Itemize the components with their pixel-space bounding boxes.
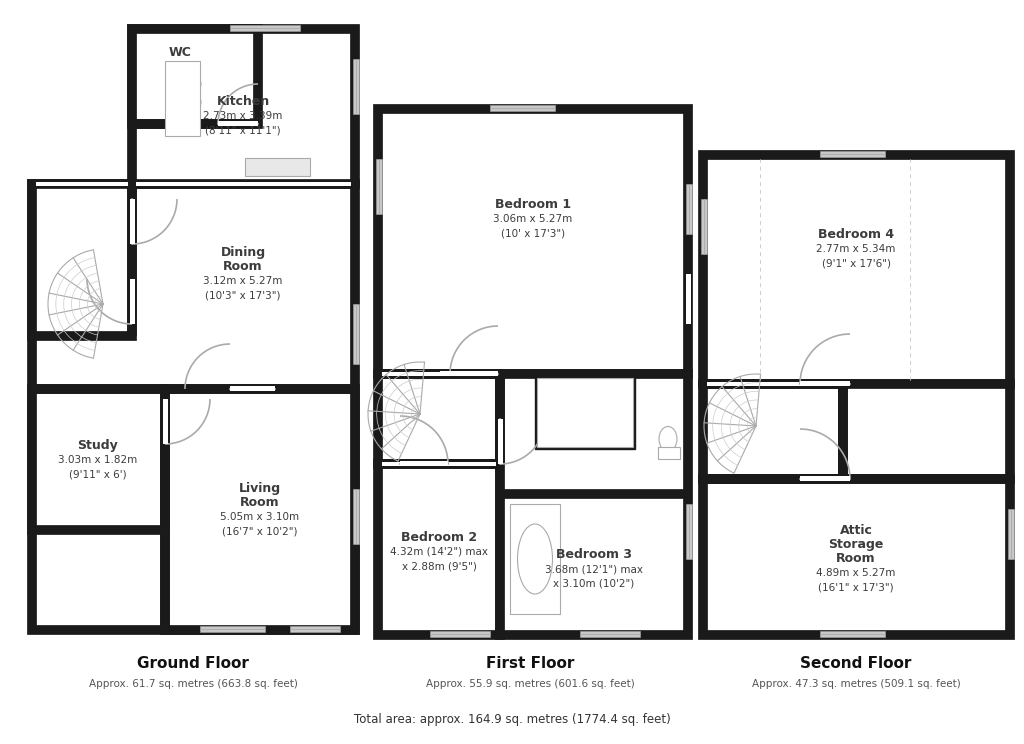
Bar	[820, 631, 885, 637]
Bar	[1008, 509, 1014, 559]
Text: Room: Room	[241, 496, 280, 510]
Text: 2.77m x 5.34m: 2.77m x 5.34m	[816, 244, 896, 254]
Text: 5.05m x 3.10m: 5.05m x 3.10m	[220, 512, 300, 522]
Bar	[36, 182, 128, 186]
Bar	[230, 25, 300, 31]
Bar	[218, 121, 258, 126]
Bar	[800, 381, 850, 386]
Bar	[353, 489, 359, 544]
Polygon shape	[32, 184, 132, 336]
Text: (8'11" x 11'1"): (8'11" x 11'1")	[205, 126, 281, 135]
Text: Approx. 61.7 sq. metres (663.8 sq. feet): Approx. 61.7 sq. metres (663.8 sq. feet)	[88, 679, 297, 689]
Text: 2.73m x 3.39m: 2.73m x 3.39m	[204, 111, 283, 121]
Bar	[130, 279, 135, 324]
Polygon shape	[535, 376, 635, 449]
Bar	[353, 304, 359, 364]
Polygon shape	[165, 389, 355, 630]
Bar	[130, 199, 135, 244]
Polygon shape	[378, 464, 500, 635]
Text: x 3.10m (10'2"): x 3.10m (10'2")	[553, 578, 635, 589]
Bar	[230, 386, 275, 391]
Bar	[490, 105, 555, 111]
Text: x 2.88m (9'5"): x 2.88m (9'5")	[401, 562, 476, 571]
Polygon shape	[378, 109, 688, 374]
Text: Kitchen: Kitchen	[216, 95, 269, 108]
Bar	[686, 184, 692, 234]
Text: Approx. 55.9 sq. metres (601.6 sq. feet): Approx. 55.9 sq. metres (601.6 sq. feet)	[426, 679, 635, 689]
Bar	[163, 399, 168, 444]
Bar	[430, 631, 490, 637]
Bar	[510, 504, 560, 614]
Text: 3.12m x 5.27m: 3.12m x 5.27m	[204, 276, 283, 286]
Ellipse shape	[659, 426, 677, 452]
Text: Living: Living	[239, 482, 281, 495]
Text: Bedroom 2: Bedroom 2	[401, 531, 477, 544]
Text: (16'7" x 10'2"): (16'7" x 10'2")	[222, 527, 298, 536]
Bar	[580, 631, 640, 637]
Bar	[440, 371, 490, 376]
Text: (10'3" x 17'3"): (10'3" x 17'3")	[205, 291, 281, 301]
Bar	[800, 476, 850, 481]
Polygon shape	[32, 184, 355, 630]
Text: Room: Room	[223, 260, 263, 273]
Text: Study: Study	[78, 439, 119, 452]
Text: First Floor: First Floor	[485, 656, 574, 672]
Bar	[701, 199, 707, 254]
Text: 4.89m x 5.27m: 4.89m x 5.27m	[816, 568, 896, 578]
Bar	[165, 61, 200, 136]
Bar	[400, 461, 449, 466]
Text: 3.68m (12'1") max: 3.68m (12'1") max	[545, 564, 643, 574]
Text: WC: WC	[169, 45, 191, 59]
Text: Attic: Attic	[840, 524, 872, 536]
Polygon shape	[132, 29, 258, 124]
Text: Bedroom 3: Bedroom 3	[556, 548, 632, 561]
Polygon shape	[703, 479, 1010, 635]
Polygon shape	[500, 374, 688, 635]
Bar	[707, 382, 839, 386]
Bar	[686, 504, 692, 559]
Text: Storage: Storage	[828, 538, 884, 551]
Text: 3.03m x 1.82m: 3.03m x 1.82m	[58, 455, 137, 465]
Text: Second Floor: Second Floor	[801, 656, 911, 672]
Bar	[382, 372, 496, 376]
Text: 4.32m (14'2") max: 4.32m (14'2") max	[390, 547, 488, 557]
Text: 3.06m x 5.27m: 3.06m x 5.27m	[494, 214, 572, 224]
Text: (9'11" x 6'): (9'11" x 6')	[70, 469, 127, 479]
Text: Bedroom 4: Bedroom 4	[818, 228, 894, 241]
Bar	[245, 158, 310, 176]
Text: Total area: approx. 164.9 sq. metres (1774.4 sq. feet): Total area: approx. 164.9 sq. metres (17…	[353, 713, 671, 725]
Bar	[136, 182, 351, 186]
Text: Bedroom 1: Bedroom 1	[495, 198, 571, 211]
Text: Dining: Dining	[220, 246, 265, 259]
Bar	[820, 151, 885, 157]
Bar	[382, 462, 496, 466]
Bar	[498, 419, 503, 464]
Polygon shape	[843, 384, 1010, 479]
Text: (9'1" x 17'6"): (9'1" x 17'6")	[821, 258, 891, 269]
Polygon shape	[378, 374, 500, 464]
Bar	[376, 159, 382, 214]
Ellipse shape	[517, 524, 553, 594]
Bar	[658, 447, 680, 459]
Bar	[450, 371, 498, 376]
Bar	[686, 274, 691, 324]
Text: Approx. 47.3 sq. metres (509.1 sq. feet): Approx. 47.3 sq. metres (509.1 sq. feet)	[752, 679, 961, 689]
Bar	[353, 59, 359, 114]
Text: Room: Room	[837, 553, 876, 565]
Text: (10' x 17'3"): (10' x 17'3")	[501, 228, 565, 238]
Polygon shape	[132, 29, 355, 184]
Bar	[200, 626, 265, 632]
Bar	[290, 626, 340, 632]
Text: (16'1" x 17'3"): (16'1" x 17'3")	[818, 583, 894, 593]
Text: Ground Floor: Ground Floor	[137, 656, 249, 672]
Polygon shape	[703, 384, 843, 479]
Polygon shape	[703, 155, 1010, 384]
Polygon shape	[537, 378, 633, 447]
Polygon shape	[32, 389, 165, 530]
